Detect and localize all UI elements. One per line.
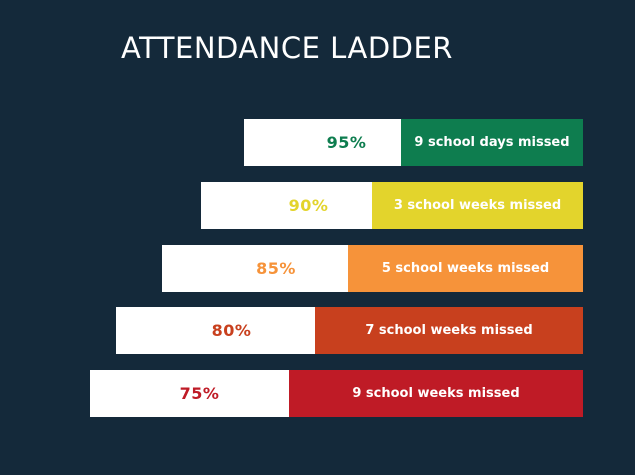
percent-label: 75% xyxy=(179,384,220,403)
message-label: 3 school weeks missed xyxy=(393,198,562,213)
ladder-rung-75: 75% 9 school weeks missed xyxy=(90,370,583,417)
ladder-rung-95: 95% 9 school days missed xyxy=(244,119,583,166)
message-box: 3 school weeks missed xyxy=(372,182,583,229)
percent-box: 90% xyxy=(201,182,372,229)
message-label: 5 school weeks missed xyxy=(381,261,550,276)
page-title: ATTENDANCE LADDER xyxy=(121,31,453,65)
message-box: 9 school weeks missed xyxy=(289,370,583,417)
message-label: 9 school weeks missed xyxy=(352,386,520,401)
percent-box: 85% xyxy=(162,245,348,292)
message-label: 9 school days missed xyxy=(414,135,570,150)
message-box: 9 school days missed xyxy=(401,119,583,166)
message-label: 7 school weeks missed xyxy=(365,323,533,338)
percent-label: 95% xyxy=(326,133,367,152)
ladder-rung-85: 85% 5 school weeks missed xyxy=(162,245,583,292)
percent-label: 80% xyxy=(211,321,252,340)
message-box: 7 school weeks missed xyxy=(315,307,583,354)
percent-box: 80% xyxy=(116,307,315,354)
percent-label: 85% xyxy=(256,259,296,278)
percent-box: 95% xyxy=(244,119,401,166)
ladder-rung-80: 80% 7 school weeks missed xyxy=(116,307,583,354)
percent-box: 75% xyxy=(90,370,289,417)
message-box: 5 school weeks missed xyxy=(348,245,583,292)
ladder-rung-90: 90% 3 school weeks missed xyxy=(201,182,583,229)
percent-label: 90% xyxy=(288,196,329,215)
